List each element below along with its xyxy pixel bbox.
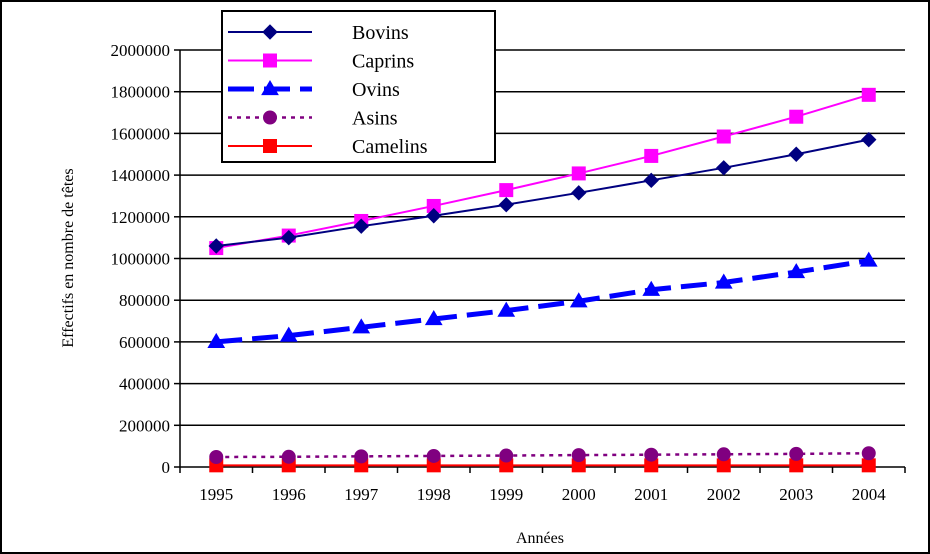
legend: Bovins Caprins Ovins Asins Camelins bbox=[221, 10, 496, 163]
data-point-asins bbox=[209, 449, 224, 464]
y-tick-label: 2000000 bbox=[111, 41, 171, 60]
data-point-ovins bbox=[279, 326, 298, 342]
data-point-ovins bbox=[787, 263, 806, 279]
data-point-caprins bbox=[861, 87, 876, 102]
legend-marker-ovins bbox=[261, 80, 279, 96]
y-tick-label: 1200000 bbox=[111, 208, 171, 227]
legend-label-caprins: Caprins bbox=[352, 51, 414, 73]
data-point-asins bbox=[644, 447, 659, 462]
x-tick-label: 1997 bbox=[344, 485, 379, 504]
y-tick-label: 1000000 bbox=[111, 250, 171, 269]
data-point-asins bbox=[499, 448, 514, 463]
data-point-bovins bbox=[208, 238, 224, 254]
series-ovins bbox=[207, 251, 878, 348]
data-point-asins bbox=[354, 449, 369, 464]
y-tick-label: 0 bbox=[162, 458, 171, 477]
data-point-caprins bbox=[789, 109, 804, 124]
data-point-ovins bbox=[569, 292, 588, 308]
x-axis-title: Années bbox=[516, 530, 564, 547]
legend-label-ovins: Ovins bbox=[352, 79, 400, 101]
y-tick-label: 200000 bbox=[119, 416, 170, 435]
data-point-bovins bbox=[788, 146, 804, 162]
data-point-ovins bbox=[207, 332, 226, 348]
data-point-ovins bbox=[424, 309, 443, 326]
data-point-bovins bbox=[861, 131, 877, 148]
data-point-bovins bbox=[353, 218, 369, 234]
data-point-bovins bbox=[426, 208, 442, 224]
series-line-bovins bbox=[216, 138, 869, 247]
data-point-asins bbox=[281, 449, 296, 464]
axes bbox=[174, 49, 906, 473]
data-point-caprins bbox=[499, 183, 514, 198]
y-tick-label: 600000 bbox=[119, 333, 170, 352]
legend-label-bovins: Bovins bbox=[352, 22, 409, 44]
data-point-bovins bbox=[716, 160, 732, 176]
x-tick-label: 2003 bbox=[779, 485, 813, 504]
legend-label-asins: Asins bbox=[352, 108, 398, 130]
series-group bbox=[207, 87, 878, 473]
data-point-bovins bbox=[643, 172, 659, 189]
data-point-asins bbox=[571, 448, 586, 463]
y-axis-title: Effectifs en nombre de têtes bbox=[60, 168, 77, 347]
x-tick-label: 1999 bbox=[489, 485, 523, 504]
data-point-ovins bbox=[497, 301, 516, 317]
data-point-bovins bbox=[498, 196, 514, 213]
data-point-caprins bbox=[644, 148, 659, 163]
series-asins bbox=[209, 446, 876, 464]
data-point-camelins bbox=[861, 458, 876, 473]
legend-marker-caprins bbox=[263, 53, 277, 68]
data-point-asins bbox=[716, 447, 731, 462]
data-point-caprins bbox=[571, 166, 586, 181]
data-point-asins bbox=[861, 446, 876, 461]
series-camelins bbox=[209, 458, 876, 473]
x-tick-label: 1995 bbox=[199, 485, 233, 504]
y-tick-label: 800000 bbox=[119, 291, 170, 310]
y-tick-label: 400000 bbox=[119, 375, 170, 394]
data-point-asins bbox=[426, 448, 441, 463]
x-tick-label: 2000 bbox=[562, 485, 596, 504]
legend-label-camelins: Camelins bbox=[352, 136, 428, 158]
series-line-ovins bbox=[216, 258, 870, 345]
legend-marker-asins bbox=[263, 110, 277, 125]
series-line-asins bbox=[216, 451, 869, 459]
data-point-ovins bbox=[352, 318, 371, 334]
data-point-ovins bbox=[642, 280, 661, 296]
x-tick-label: 2004 bbox=[852, 485, 887, 504]
data-point-caprins bbox=[716, 129, 731, 144]
data-point-bovins bbox=[571, 185, 587, 201]
series-line-caprins bbox=[216, 93, 870, 250]
data-point-ovins bbox=[859, 251, 878, 267]
x-tick-label: 2002 bbox=[707, 485, 741, 504]
data-point-asins bbox=[789, 446, 804, 461]
y-tick-label: 1600000 bbox=[111, 124, 171, 143]
y-tick-label: 1400000 bbox=[111, 166, 171, 185]
series-bovins bbox=[208, 131, 877, 254]
legend-marker-bovins bbox=[262, 24, 278, 40]
x-tick-label: 1998 bbox=[417, 485, 451, 504]
x-tick-label: 2001 bbox=[634, 485, 668, 504]
legend-marker-camelins bbox=[263, 139, 277, 153]
data-point-ovins bbox=[714, 273, 733, 289]
y-tick-label: 1800000 bbox=[111, 83, 171, 102]
x-tick-label: 1996 bbox=[272, 485, 306, 504]
tick-labels: 0 200000 400000 600000 800000 1000000 1200000 1… bbox=[111, 41, 887, 504]
data-point-bovins bbox=[281, 229, 297, 246]
